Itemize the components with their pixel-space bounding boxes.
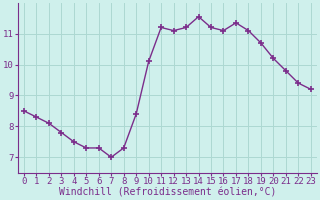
X-axis label: Windchill (Refroidissement éolien,°C): Windchill (Refroidissement éolien,°C): [59, 187, 276, 197]
